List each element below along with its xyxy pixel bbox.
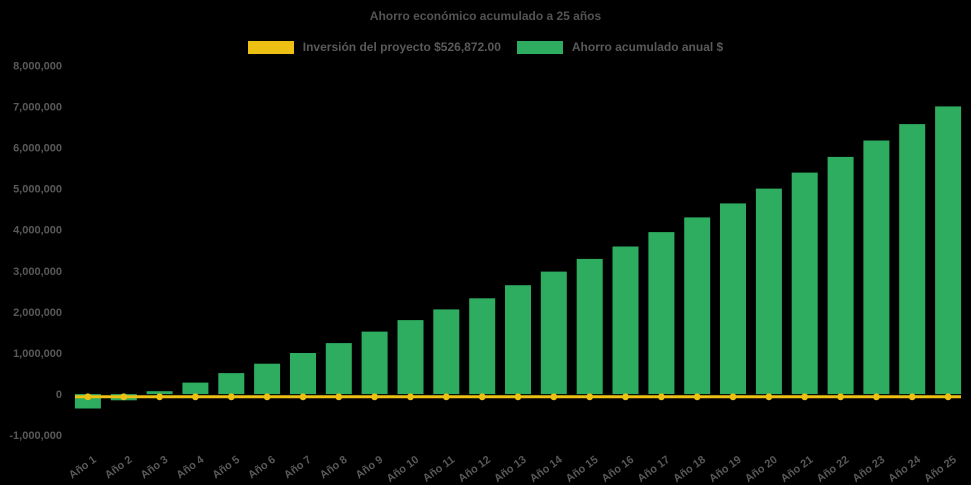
savings-legend-swatch — [516, 41, 563, 54]
bar — [935, 106, 962, 395]
bar — [576, 258, 603, 395]
bar — [505, 285, 531, 395]
x-tick-label: Año 9 — [354, 454, 386, 482]
bar — [433, 309, 460, 395]
bar — [827, 156, 854, 395]
line-marker — [944, 393, 952, 401]
x-tick-label: Año 8 — [318, 454, 350, 482]
x-tick-label: Año 13 — [492, 454, 529, 485]
x-tick-label: Año 3 — [139, 454, 171, 482]
x-tick-label: Año 25 — [922, 454, 959, 485]
bar — [361, 331, 388, 395]
line-marker — [478, 393, 486, 401]
bar — [720, 203, 746, 395]
line-marker — [873, 393, 880, 401]
y-tick-label: 0 — [56, 389, 62, 401]
bar — [182, 382, 209, 395]
bar — [899, 124, 926, 395]
y-tick-label: 6,000,000 — [13, 142, 62, 154]
line-marker — [192, 393, 199, 401]
y-tick-label: 7,000,000 — [13, 101, 62, 113]
x-tick-label: Año 18 — [671, 454, 708, 485]
x-tick-label: Año 15 — [564, 454, 601, 485]
line-marker — [263, 393, 271, 401]
line-marker — [586, 393, 594, 401]
bar — [290, 353, 316, 395]
x-tick-label: Año 23 — [850, 454, 887, 485]
x-tick-label: Año 11 — [421, 454, 457, 485]
y-tick-label: 5,000,000 — [13, 184, 62, 196]
legend-item-investment: Inversión del proyecto $526,872.00 — [247, 40, 501, 54]
line-marker — [622, 393, 629, 401]
x-tick-label: Año 7 — [282, 454, 314, 482]
x-tick-label: Año 16 — [600, 454, 637, 485]
investment-legend-swatch — [247, 41, 294, 54]
savings-legend-label: Ahorro acumulado anual $ — [571, 40, 724, 54]
x-tick-label: Año 4 — [174, 453, 206, 481]
bar — [755, 188, 782, 395]
x-tick-label: Año 17 — [635, 454, 672, 485]
x-tick-label: Año 5 — [210, 454, 242, 482]
bar — [684, 217, 711, 395]
bar — [218, 373, 245, 395]
bar — [648, 232, 675, 394]
x-tick-label: Año 19 — [707, 454, 744, 485]
x-tick-label: Año 24 — [886, 453, 923, 485]
bar — [146, 391, 173, 395]
x-tick-label: Año 12 — [456, 454, 493, 485]
y-tick-label: 2,000,000 — [13, 307, 62, 319]
line-marker — [550, 393, 558, 401]
line-marker — [801, 393, 809, 401]
line-marker — [908, 393, 916, 401]
bar — [863, 140, 890, 395]
line-marker — [299, 393, 307, 401]
bar — [325, 343, 352, 395]
line-marker — [227, 393, 235, 401]
line-marker — [765, 393, 773, 401]
line-marker — [658, 393, 665, 401]
bar — [612, 246, 639, 395]
x-tick-label: Año 6 — [246, 454, 278, 482]
x-tick-label: Año 20 — [743, 454, 780, 485]
chart-title: Ahorro económico acumulado a 25 años — [369, 9, 602, 23]
x-tick-label: Año 14 — [528, 453, 565, 485]
bar — [469, 298, 496, 395]
y-tick-label: 8,000,000 — [13, 60, 62, 72]
line-marker — [84, 393, 92, 401]
x-tick-label: Año 10 — [385, 454, 422, 485]
line-marker — [442, 393, 450, 401]
x-tick-label: Año 21 — [779, 454, 816, 485]
chart-legend: Inversión del proyecto $526,872.00 Ahorr… — [0, 41, 971, 54]
line-marker — [335, 393, 343, 401]
x-tick-label: Año 1 — [67, 454, 99, 482]
y-tick-label: -1,000,000 — [9, 430, 62, 442]
line-marker — [514, 393, 522, 401]
x-tick-label: Año 2 — [103, 454, 135, 482]
legend-item-savings: Ahorro acumulado anual $ — [516, 40, 724, 54]
bar — [254, 363, 281, 395]
bar — [791, 172, 818, 395]
line-marker — [407, 393, 414, 401]
bar — [540, 271, 567, 395]
line-marker — [371, 393, 378, 401]
y-tick-label: 3,000,000 — [13, 266, 62, 278]
line-marker — [729, 393, 737, 401]
y-tick-label: 1,000,000 — [13, 348, 62, 360]
line-marker — [120, 393, 128, 401]
investment-legend-label: Inversión del proyecto $526,872.00 — [302, 40, 501, 54]
line-marker — [156, 393, 164, 401]
bar — [397, 320, 424, 395]
line-marker — [837, 393, 844, 401]
line-marker — [693, 393, 701, 401]
y-tick-label: 4,000,000 — [13, 225, 62, 237]
x-tick-label: Año 22 — [815, 454, 852, 485]
